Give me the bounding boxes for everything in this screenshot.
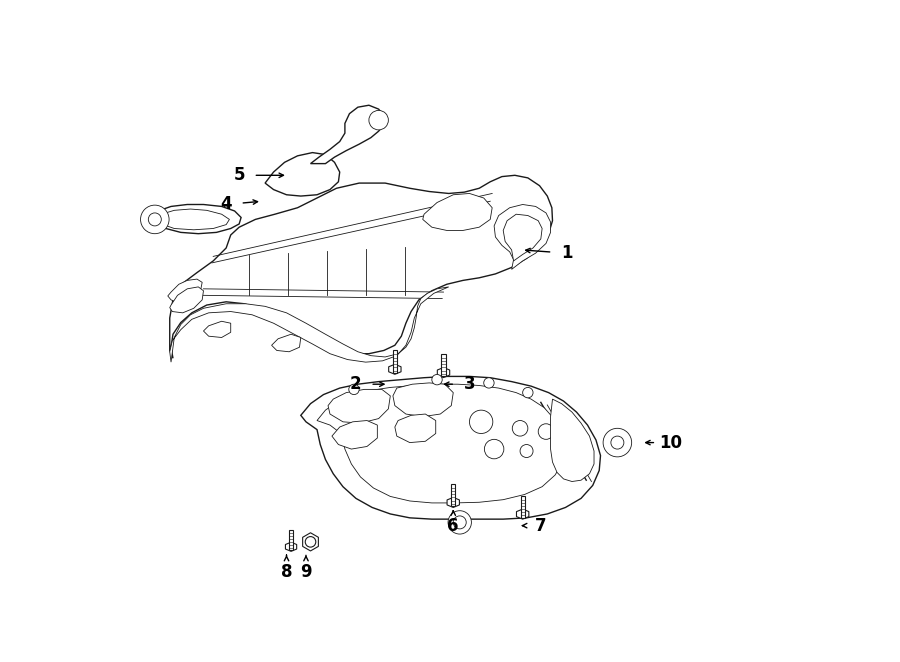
Circle shape xyxy=(611,436,624,449)
Polygon shape xyxy=(157,209,230,230)
Polygon shape xyxy=(272,334,301,352)
Polygon shape xyxy=(285,542,297,551)
Text: 9: 9 xyxy=(301,563,311,581)
Circle shape xyxy=(349,384,359,395)
Polygon shape xyxy=(224,204,228,222)
Polygon shape xyxy=(282,175,292,183)
Polygon shape xyxy=(437,367,450,377)
Polygon shape xyxy=(423,193,492,230)
Polygon shape xyxy=(289,530,293,550)
Circle shape xyxy=(140,205,169,234)
Circle shape xyxy=(611,436,624,449)
Polygon shape xyxy=(266,153,339,196)
Polygon shape xyxy=(393,383,454,416)
Circle shape xyxy=(448,510,472,534)
Polygon shape xyxy=(170,287,203,313)
Polygon shape xyxy=(332,420,377,449)
Polygon shape xyxy=(441,354,446,377)
Polygon shape xyxy=(494,205,551,269)
Circle shape xyxy=(470,410,493,434)
Circle shape xyxy=(432,375,442,385)
Polygon shape xyxy=(551,399,594,481)
Text: 2: 2 xyxy=(350,375,362,393)
Circle shape xyxy=(369,111,389,130)
Polygon shape xyxy=(395,414,436,443)
Polygon shape xyxy=(284,166,288,182)
Polygon shape xyxy=(170,287,449,362)
Circle shape xyxy=(148,213,161,226)
Polygon shape xyxy=(503,214,542,261)
Text: 8: 8 xyxy=(281,563,292,581)
Circle shape xyxy=(523,387,533,398)
Text: 5: 5 xyxy=(233,166,245,184)
Polygon shape xyxy=(302,533,319,551)
Polygon shape xyxy=(301,377,600,519)
Text: 10: 10 xyxy=(659,434,682,451)
Text: 4: 4 xyxy=(220,195,232,213)
Circle shape xyxy=(454,516,466,529)
Text: 1: 1 xyxy=(561,244,572,262)
Text: 7: 7 xyxy=(535,516,546,535)
Circle shape xyxy=(512,420,528,436)
Polygon shape xyxy=(153,205,241,234)
Polygon shape xyxy=(608,432,626,453)
Polygon shape xyxy=(451,485,455,506)
Polygon shape xyxy=(392,350,397,373)
Polygon shape xyxy=(170,175,553,358)
Polygon shape xyxy=(447,497,459,508)
Text: 6: 6 xyxy=(447,516,459,535)
Circle shape xyxy=(603,428,632,457)
Circle shape xyxy=(305,537,316,547)
Polygon shape xyxy=(520,496,525,518)
Text: 3: 3 xyxy=(464,375,475,393)
Polygon shape xyxy=(317,384,565,503)
Polygon shape xyxy=(328,389,391,423)
Polygon shape xyxy=(220,214,232,224)
Polygon shape xyxy=(517,509,529,519)
Circle shape xyxy=(483,378,494,388)
Circle shape xyxy=(484,440,504,459)
Circle shape xyxy=(520,445,533,457)
Polygon shape xyxy=(203,321,230,338)
Polygon shape xyxy=(389,364,401,374)
Polygon shape xyxy=(310,105,383,164)
Circle shape xyxy=(538,424,554,440)
Polygon shape xyxy=(167,279,202,303)
